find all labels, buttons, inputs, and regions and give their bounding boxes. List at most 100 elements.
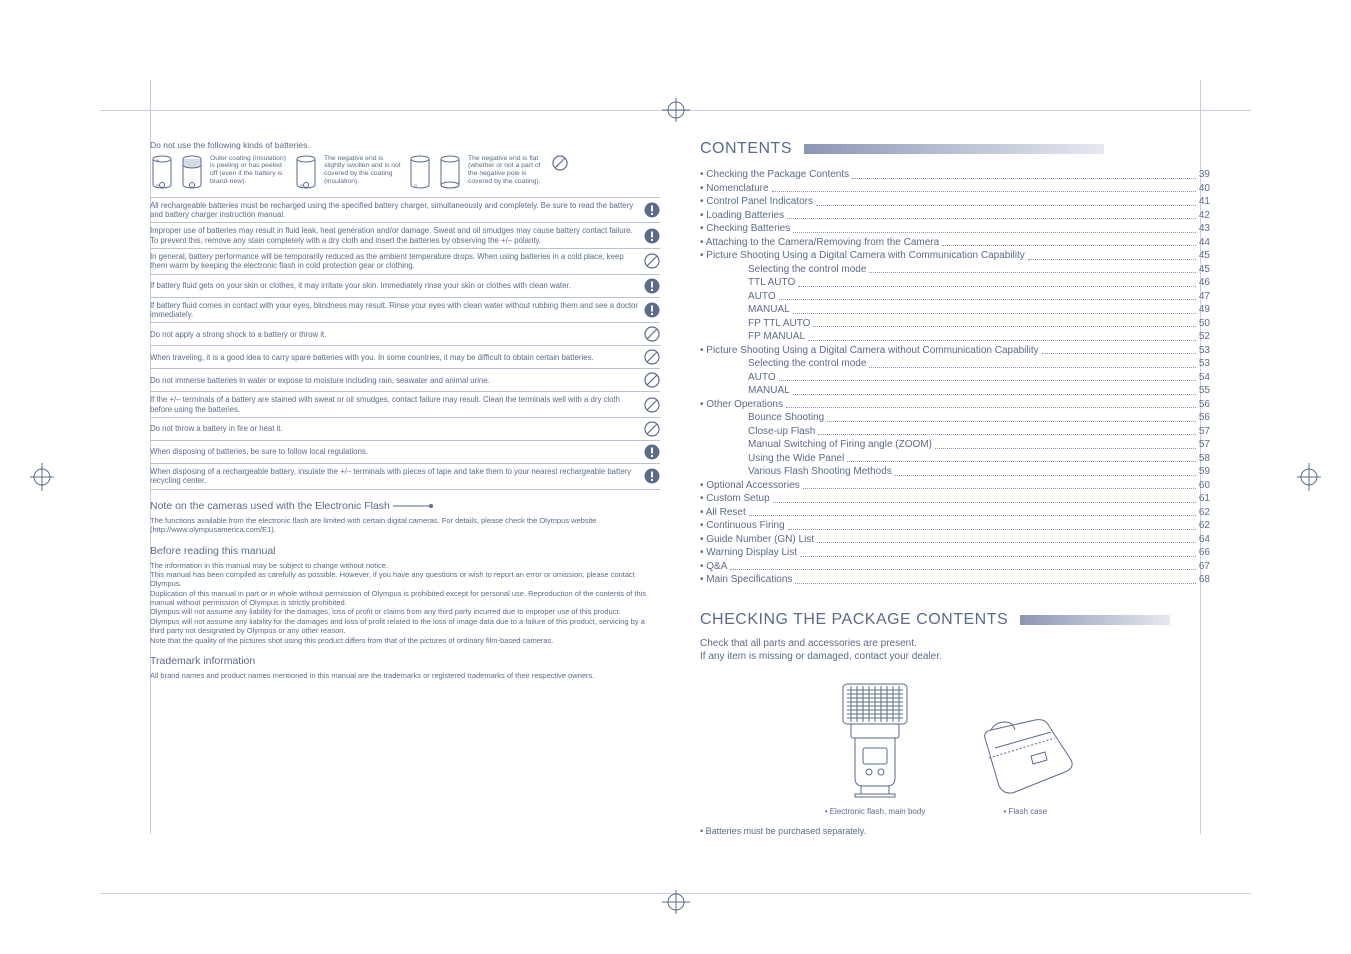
toc-leader: [895, 465, 1196, 476]
flash-caption: • Electronic flash, main body: [825, 807, 926, 816]
warning-row: In general, battery performance will be …: [150, 248, 660, 274]
toc-leader: [813, 317, 1195, 328]
warning-icon: [644, 468, 660, 484]
toc-label: • Main Specifications: [700, 573, 792, 587]
toc-row: • Q&A67: [700, 560, 1210, 574]
toc-leader: [869, 263, 1195, 274]
warning-row: Do not immerse batteries in water or exp…: [150, 368, 660, 391]
toc-row: • Continuous Firing62: [700, 519, 1210, 533]
toc-row: Using the Wide Panel58: [700, 452, 1210, 466]
toc-label: Manual Switching of Firing angle (ZOOM): [748, 438, 932, 452]
toc-row: • Optional Accessories60: [700, 479, 1210, 493]
heading-bar: [804, 144, 1104, 154]
toc-page: 56: [1199, 411, 1210, 425]
warning-icon: [644, 444, 660, 460]
before-item: The information in this manual may be su…: [150, 561, 660, 570]
toc-leader: [793, 384, 1196, 395]
toc-page: 68: [1199, 573, 1210, 587]
warning-row: When traveling, it is a good idea to car…: [150, 345, 660, 368]
toc-page: 49: [1199, 303, 1210, 317]
toc-page: 58: [1199, 452, 1210, 466]
toc-row: • Attaching to the Camera/Removing from …: [700, 236, 1210, 250]
contents-heading: CONTENTS: [700, 140, 1210, 158]
toc-leader: [749, 506, 1196, 517]
toc-leader: [869, 357, 1195, 368]
toc-label: • Checking Batteries: [700, 222, 790, 236]
toc-label: • Custom Setup: [700, 492, 770, 506]
warning-row: If battery fluid gets on your skin or cl…: [150, 274, 660, 297]
toc-row: • Loading Batteries42: [700, 209, 1210, 223]
prohibit-icon: [644, 253, 660, 269]
flash-figure: • Electronic flash, main body: [825, 678, 926, 816]
warning-text: Do not throw a battery in fire or heat i…: [150, 424, 638, 433]
toc-page: 40: [1199, 182, 1210, 196]
toc-page: 64: [1199, 533, 1210, 547]
warnings-list: All rechargeable batteries must be recha…: [150, 197, 660, 490]
toc-row: Manual Switching of Firing angle (ZOOM)5…: [700, 438, 1210, 452]
svg-text:⊖: ⊖: [414, 183, 417, 188]
toc-row: AUTO54: [700, 371, 1210, 385]
toc-row: MANUAL 49: [700, 303, 1210, 317]
toc-row: • All Reset62: [700, 506, 1210, 520]
note-title-text: Note on the cameras used with the Electr…: [150, 500, 390, 512]
toc-leader: [816, 195, 1196, 206]
toc-leader: [942, 236, 1196, 247]
toc-row: AUTO 47: [700, 290, 1210, 304]
toc-page: 45: [1199, 263, 1210, 277]
battery-desc-2: The negative end is slightly swollen and…: [324, 155, 402, 186]
trademark-body: All brand names and product names mentio…: [150, 671, 660, 680]
toc-leader: [779, 290, 1196, 301]
toc-page: 50: [1199, 317, 1210, 331]
toc-label: Selecting the control mode: [748, 263, 866, 277]
toc-page: 46: [1199, 276, 1210, 290]
toc-label: Selecting the control mode: [748, 357, 866, 371]
warning-row: Improper use of batteries may result in …: [150, 222, 660, 248]
toc-label: MANUAL: [748, 303, 790, 317]
warning-text: All rechargeable batteries must be recha…: [150, 201, 638, 220]
toc-label: • Other Operations: [700, 398, 783, 412]
package-heading: CHECKING THE PACKAGE CONTENTS: [700, 611, 1210, 629]
toc-row: • Warning Display List66: [700, 546, 1210, 560]
toc-label: • Checking the Package Contents: [700, 168, 849, 182]
toc-label: • Nomenclature: [700, 182, 769, 196]
toc-page: 54: [1199, 371, 1210, 385]
batteries-intro: Do not use the following kinds of batter…: [150, 140, 660, 151]
table-of-contents: • Checking the Package Contents39• Nomen…: [700, 168, 1210, 587]
toc-label: • Loading Batteries: [700, 209, 784, 223]
toc-row: FP TTL AUTO 50: [700, 317, 1210, 331]
svg-text:⊖: ⊖: [300, 183, 303, 188]
warning-text: Do not immerse batteries in water or exp…: [150, 376, 638, 385]
toc-label: • Control Panel Indicators: [700, 195, 813, 209]
toc-row: • Checking the Package Contents39: [700, 168, 1210, 182]
before-list: The information in this manual may be su…: [150, 561, 660, 645]
warning-text: When disposing of batteries, be sure to …: [150, 447, 638, 456]
case-caption: • Flash case: [965, 807, 1085, 816]
warning-icon: [644, 278, 660, 294]
toc-page: 53: [1199, 357, 1210, 371]
pointer-line-icon: [393, 502, 433, 510]
toc-row: Various Flash Shooting Methods59: [700, 465, 1210, 479]
toc-page: 56: [1199, 398, 1210, 412]
toc-leader: [793, 303, 1196, 314]
prohibit-icon: [644, 349, 660, 365]
toc-leader: [786, 398, 1196, 409]
toc-label: FP TTL AUTO: [748, 317, 810, 331]
toc-page: 62: [1199, 519, 1210, 533]
before-item: Duplication of this manual in part or in…: [150, 589, 660, 608]
toc-page: 53: [1199, 344, 1210, 358]
warning-text: Do not apply a strong shock to a battery…: [150, 330, 638, 339]
toc-label: MANUAL: [748, 384, 790, 398]
toc-label: • Picture Shooting Using a Digital Camer…: [700, 344, 1039, 358]
warning-row: All rechargeable batteries must be recha…: [150, 197, 660, 223]
toc-row: TTL AUTO46: [700, 276, 1210, 290]
toc-leader: [773, 492, 1196, 503]
warning-row: If battery fluid comes in contact with y…: [150, 297, 660, 323]
toc-page: 47: [1199, 290, 1210, 304]
toc-page: 52: [1199, 330, 1210, 344]
warning-text: If the +/– terminals of a battery are st…: [150, 395, 638, 414]
toc-leader: [800, 546, 1196, 557]
toc-leader: [803, 479, 1196, 490]
toc-label: AUTO: [748, 290, 776, 304]
prohibit-icon: [644, 372, 660, 388]
prohibit-icon: [644, 421, 660, 437]
